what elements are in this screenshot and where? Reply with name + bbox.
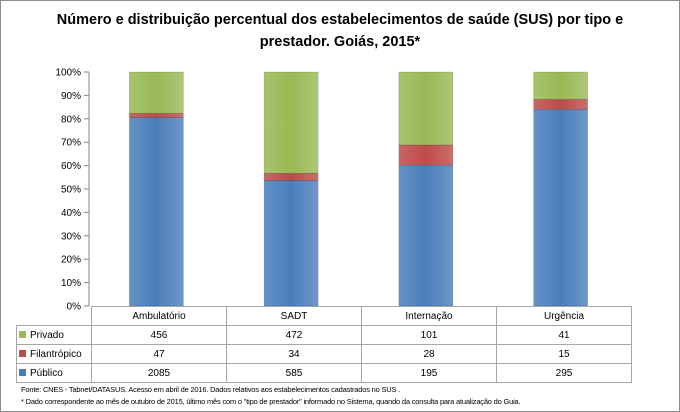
- y-tick-label: 90%: [61, 91, 81, 102]
- bar-segment-privado: [129, 71, 184, 114]
- table-cell: 472: [226, 325, 362, 345]
- bar-segment-filantrópico: [533, 99, 588, 110]
- table-cell: 28: [361, 344, 497, 364]
- table-row: Público 2085 585 195 295: [16, 363, 632, 383]
- series-name: Filantrópico: [30, 348, 82, 360]
- y-tick-label: 30%: [61, 231, 81, 242]
- table-cell: 101: [361, 325, 497, 345]
- bar-segment-privado: [263, 71, 319, 174]
- y-tick-label: 10%: [61, 278, 81, 289]
- y-tick-label: 20%: [61, 255, 81, 266]
- bar-segment-filantrópico: [129, 112, 184, 118]
- y-tick-label: 60%: [61, 161, 81, 172]
- footer-source: Fonte: CNES - Tabnet/DATASUS. Acesso em …: [21, 385, 401, 394]
- legend-entry: Privado: [16, 325, 92, 345]
- y-tick-label: 40%: [61, 208, 81, 219]
- series-name: Público: [30, 367, 63, 379]
- category-label: Internação: [361, 306, 497, 326]
- series-name: Privado: [30, 329, 64, 341]
- bar-segment-privado: [533, 71, 588, 100]
- bar-segment-público: [263, 180, 319, 307]
- footer-note: * Dado correspondente ao mês de outubro …: [21, 397, 521, 406]
- table-row: Privado 456 472 101 41: [16, 325, 632, 345]
- bar-segment-público: [398, 164, 454, 307]
- category-label: Ambulatório: [91, 306, 227, 326]
- table-cell: 2085: [91, 363, 227, 383]
- bar-segment-filantrópico: [398, 144, 454, 166]
- y-tick-label: 50%: [61, 185, 81, 196]
- title-line-1: Número e distribuição percentual dos est…: [56, 12, 624, 28]
- category-label: Urgência: [496, 306, 632, 326]
- table-header-row: Ambulatório SADT Internação Urgência: [16, 306, 632, 326]
- legend-swatch-icon: [19, 331, 26, 339]
- y-tick-label: 70%: [61, 138, 81, 149]
- table-corner: [16, 306, 92, 326]
- table-cell: 15: [496, 344, 632, 364]
- bar-segment-público: [129, 117, 184, 307]
- title-line-2: prestador. Goiás, 2015*: [259, 34, 421, 50]
- bar-segment-filantrópico: [263, 172, 319, 181]
- y-tick-label: 80%: [61, 114, 81, 125]
- legend-entry: Filantrópico: [16, 344, 92, 364]
- table-cell: 47: [91, 344, 227, 364]
- table-cell: 295: [496, 363, 632, 383]
- legend-entry: Público: [16, 363, 92, 383]
- table-cell: 195: [361, 363, 497, 383]
- legend-swatch-icon: [19, 350, 26, 358]
- table-cell: 34: [226, 344, 362, 364]
- category-label: SADT: [226, 306, 362, 326]
- y-tick-label: 100%: [55, 68, 81, 79]
- legend-swatch-icon: [19, 369, 26, 377]
- bar-segment-público: [533, 109, 588, 307]
- bar-segment-privado: [398, 71, 454, 146]
- table-cell: 456: [91, 325, 227, 345]
- table-cell: 41: [496, 325, 632, 345]
- chart-title: Número e distribuição percentual dos est…: [0, 9, 680, 53]
- table-cell: 585: [226, 363, 362, 383]
- data-table: Ambulatório SADT Internação Urgência Privado…: [16, 306, 632, 383]
- table-row: Filantrópico 47 34 28 15: [16, 344, 632, 364]
